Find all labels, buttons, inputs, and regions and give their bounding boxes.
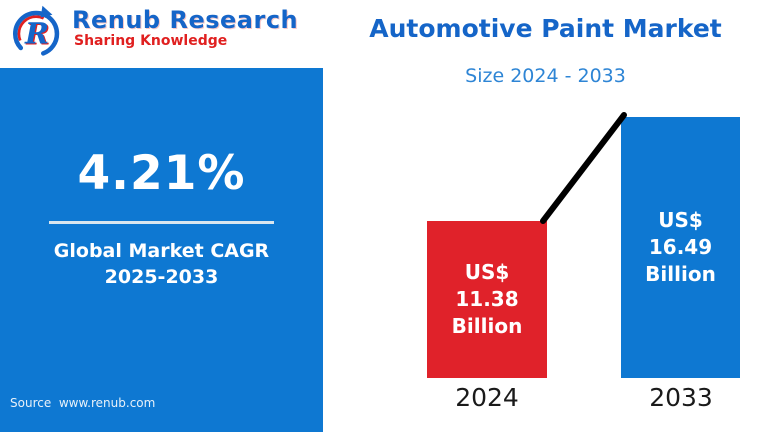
bar-2024: US$ 11.38 Billion	[427, 221, 547, 378]
cagr-panel: 4.21% Global Market CAGR 2025-2033 Sourc…	[0, 68, 323, 432]
chart-subtitle: Size 2024 - 2033	[465, 65, 626, 87]
bar-2024-label-currency: US$	[464, 260, 510, 284]
x-axis-label-2024: 2024	[455, 383, 519, 412]
logo-tagline: Sharing Knowledge	[74, 33, 228, 49]
bar-2024-label-value: 11.38	[455, 287, 519, 311]
logo-name: Renub Research	[72, 6, 299, 34]
svg-text:R: R	[24, 16, 49, 50]
cagr-label-line2: 2025-2033	[104, 266, 219, 288]
bar-2033-label-unit: Billion	[645, 262, 716, 286]
divider	[49, 221, 274, 224]
logo: R R Renub Research Sharing Knowledge	[8, 3, 298, 59]
cagr-value: 4.21%	[77, 146, 246, 201]
svg-text:R: R	[25, 18, 50, 52]
cagr-label-line1: Global Market CAGR	[53, 240, 270, 262]
cagr-content: 4.21% Global Market CAGR 2025-2033	[0, 146, 323, 290]
bar-2033-label-value: 16.49	[648, 235, 713, 259]
source-text: Source www.renub.com	[10, 396, 156, 410]
logo-text-block: Renub Research Sharing Knowledge	[72, 3, 298, 49]
title-block: Automotive Paint Market Size 2024 - 2033	[323, 0, 768, 87]
bar-2033-label-currency: US$	[658, 208, 703, 232]
renub-logo-icon: R R	[12, 5, 60, 57]
bar-2033: US$ 16.49 Billion	[621, 117, 740, 378]
chart-title: Automotive Paint Market	[369, 14, 722, 43]
bar-2024-label-unit: Billion	[451, 314, 523, 338]
x-axis-label-2033: 2033	[649, 383, 713, 412]
